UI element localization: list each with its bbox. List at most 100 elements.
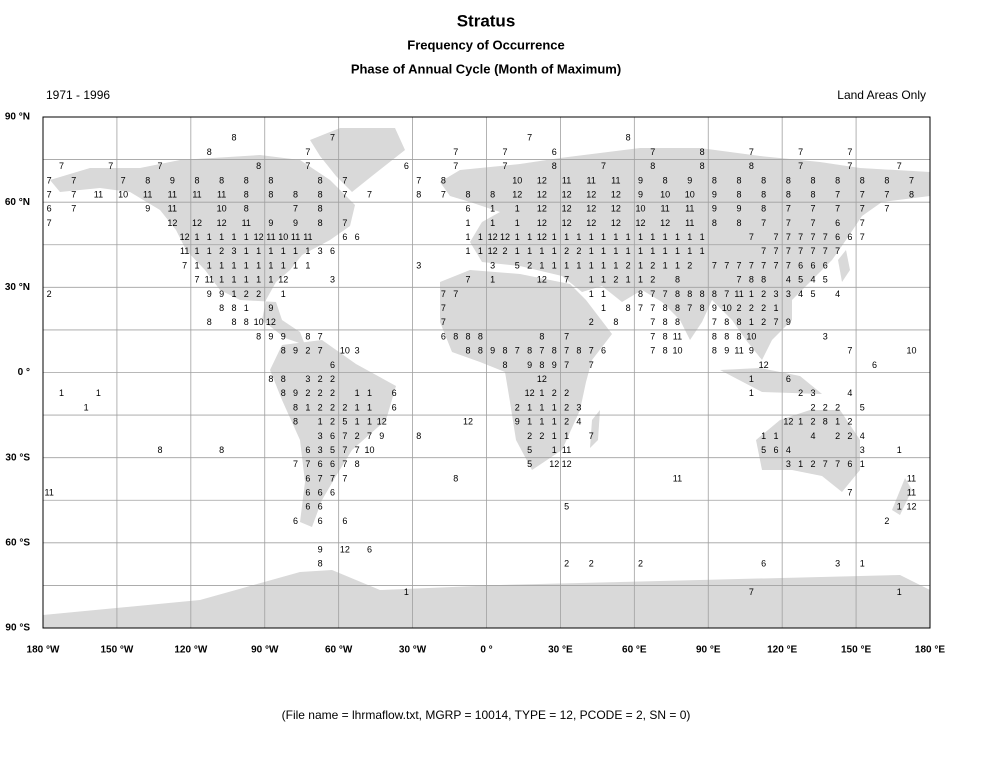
cell-value: 2 — [330, 402, 335, 412]
cell-value: 10 — [278, 232, 288, 242]
cell-value: 12 — [463, 417, 473, 427]
cell-value: 7 — [638, 303, 643, 313]
cell-value: 12 — [635, 218, 645, 228]
cell-value: 8 — [749, 275, 754, 285]
cell-value: 6 — [835, 218, 840, 228]
x-tick-label: 180 °E — [915, 645, 945, 656]
cell-value: 7 — [737, 260, 742, 270]
cell-value: 1 — [576, 232, 581, 242]
cell-value: 2 — [564, 559, 569, 569]
cell-value: 8 — [700, 303, 705, 313]
cell-value: 12 — [512, 189, 522, 199]
cell-value: 2 — [342, 402, 347, 412]
cell-value: 6 — [601, 346, 606, 356]
cell-value: 6 — [441, 331, 446, 341]
cell-value: 7 — [539, 346, 544, 356]
cell-value: 8 — [810, 175, 815, 185]
cell-value: 1 — [404, 587, 409, 597]
cell-value: 8 — [256, 331, 261, 341]
cell-value: 1 — [207, 246, 212, 256]
cell-value: 7 — [121, 175, 126, 185]
cell-value: 1 — [355, 388, 360, 398]
cell-value: 7 — [441, 303, 446, 313]
cell-value: 12 — [783, 417, 793, 427]
cell-value: 2 — [810, 459, 815, 469]
cell-value: 5 — [527, 459, 532, 469]
cell-value: 7 — [342, 445, 347, 455]
cell-value: 1 — [601, 275, 606, 285]
cell-value: 1 — [552, 445, 557, 455]
cell-value: 12 — [500, 232, 510, 242]
cell-value: 1 — [268, 246, 273, 256]
cell-value: 6 — [330, 360, 335, 370]
cell-value: 7 — [330, 473, 335, 483]
cell-value: 1 — [355, 402, 360, 412]
cell-value: 7 — [342, 189, 347, 199]
cell-value: 1 — [638, 246, 643, 256]
cell-value: 8 — [453, 331, 458, 341]
cell-value: 1 — [219, 260, 224, 270]
cell-value: 11 — [192, 189, 201, 199]
cell-value: 8 — [712, 218, 717, 228]
cell-value: 1 — [305, 402, 310, 412]
cell-value: 9 — [712, 303, 717, 313]
cell-value: 1 — [897, 445, 902, 455]
cell-value: 7 — [761, 246, 766, 256]
cell-value: 8 — [416, 189, 421, 199]
cell-value: 11 — [734, 289, 743, 299]
cell-value: 8 — [281, 388, 286, 398]
cell-value: 8 — [552, 161, 557, 171]
cell-value: 1 — [244, 275, 249, 285]
cell-value: 7 — [466, 275, 471, 285]
x-tick-label: 180 °W — [27, 645, 60, 656]
cell-value: 5 — [810, 289, 815, 299]
x-tick-label: 60 °W — [325, 645, 353, 656]
cell-value: 6 — [367, 544, 372, 554]
cell-value: 7 — [823, 232, 828, 242]
cell-value: 7 — [786, 260, 791, 270]
cell-value: 1 — [650, 246, 655, 256]
cell-value: 6 — [47, 204, 52, 214]
cell-value: 8 — [712, 289, 717, 299]
cell-value: 10 — [512, 175, 522, 185]
cell-value: 6 — [761, 559, 766, 569]
cell-value: 8 — [244, 204, 249, 214]
cell-value: 1 — [367, 402, 372, 412]
cell-value: 1 — [601, 246, 606, 256]
cell-value: 1 — [687, 232, 692, 242]
cell-value: 10 — [217, 204, 227, 214]
cell-value: 3 — [416, 260, 421, 270]
cell-value: 7 — [749, 232, 754, 242]
cell-value: 8 — [244, 189, 249, 199]
cell-value: 7 — [650, 147, 655, 157]
cell-value: 1 — [244, 246, 249, 256]
cell-value: 2 — [502, 246, 507, 256]
cell-value: 8 — [441, 175, 446, 185]
cell-value: 2 — [305, 388, 310, 398]
cell-value: 12 — [278, 275, 288, 285]
cell-value: 7 — [798, 147, 803, 157]
cell-value: 1 — [59, 388, 64, 398]
cell-value: 1 — [589, 232, 594, 242]
cell-value: 12 — [377, 417, 387, 427]
cell-value: 4 — [860, 431, 865, 441]
cell-value: 2 — [330, 374, 335, 384]
cell-value: 1 — [589, 289, 594, 299]
cell-value: 8 — [145, 175, 150, 185]
cell-value: 8 — [293, 402, 298, 412]
cell-value: 9 — [293, 388, 298, 398]
cell-value: 1 — [589, 260, 594, 270]
cell-value: 12 — [586, 204, 596, 214]
cell-value: 1 — [515, 246, 520, 256]
cell-value: 9 — [749, 346, 754, 356]
cell-value: 2 — [330, 388, 335, 398]
cell-value: 8 — [490, 189, 495, 199]
cell-value: 8 — [761, 275, 766, 285]
cell-value: 1 — [663, 232, 668, 242]
cell-value: 7 — [810, 232, 815, 242]
cell-value: 1 — [552, 431, 557, 441]
cell-value: 7 — [564, 346, 569, 356]
subtitle: Phase of Annual Cycle (Month of Maximum) — [351, 61, 621, 76]
cell-value: 5 — [564, 502, 569, 512]
